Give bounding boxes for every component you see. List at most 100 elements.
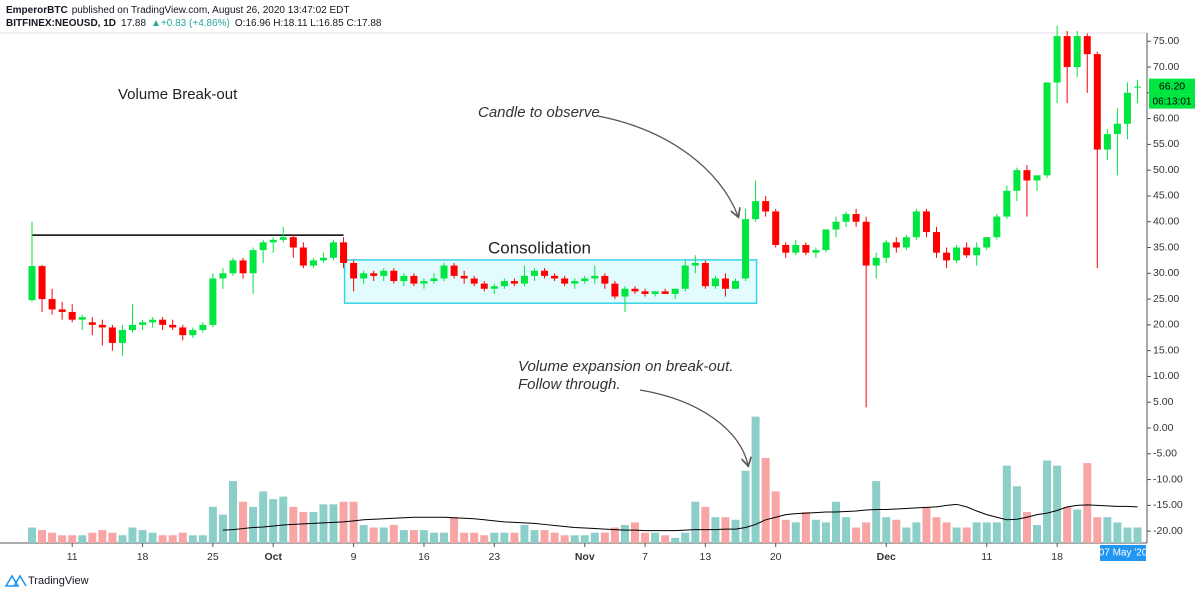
candle-body xyxy=(993,216,1001,238)
annotation: Consolidation xyxy=(488,238,591,257)
candle-body xyxy=(621,288,629,297)
volume-bar xyxy=(1022,512,1031,543)
y-tick-label: 5.00 xyxy=(1153,396,1174,408)
volume-bar xyxy=(560,535,569,543)
candle-body xyxy=(169,324,177,328)
volume-bar xyxy=(520,524,529,543)
volume-bar xyxy=(741,470,750,543)
y-tick-label: 30.00 xyxy=(1153,267,1179,279)
volume-bar xyxy=(1033,524,1041,543)
volume-bar xyxy=(972,522,981,543)
candle-body xyxy=(1023,170,1031,181)
y-tick-label: -5.00 xyxy=(1153,448,1177,460)
volume-bar xyxy=(339,501,348,543)
volume-bar xyxy=(309,512,318,543)
candle-body xyxy=(892,242,900,248)
volume-bar xyxy=(88,532,97,543)
y-tick-label: 10.00 xyxy=(1153,370,1179,382)
candle-body xyxy=(1063,36,1071,68)
candle-body xyxy=(1073,36,1081,68)
candle-body xyxy=(1043,82,1051,176)
volume-bar xyxy=(992,522,1001,543)
candle-body xyxy=(551,275,559,279)
volume-bar xyxy=(882,517,891,543)
candle-body xyxy=(872,257,880,266)
arrow xyxy=(597,115,738,216)
candle-body xyxy=(782,244,790,253)
x-tick-label: 7 xyxy=(642,551,648,563)
volume-bar xyxy=(108,532,117,543)
volume-bar xyxy=(208,506,217,543)
volume-bar xyxy=(651,532,660,543)
volume-bar xyxy=(852,527,861,543)
price-tag-label: 66.20 xyxy=(1159,80,1185,92)
volume-bar xyxy=(610,527,619,543)
annotation: Candle to observe xyxy=(478,104,600,121)
volume-bar xyxy=(68,535,77,543)
volume-bar xyxy=(128,527,137,543)
y-tick-label: 55.00 xyxy=(1153,138,1179,150)
volume-bar xyxy=(470,532,479,543)
candle-body xyxy=(661,291,669,294)
candle-body xyxy=(571,281,579,284)
countdown-box xyxy=(1149,94,1195,109)
volume-bar xyxy=(952,527,961,543)
volume-bar xyxy=(681,532,690,543)
candle-body xyxy=(1053,36,1061,83)
candle-body xyxy=(118,330,126,343)
y-tick-label: 70.00 xyxy=(1153,61,1179,73)
candle-body xyxy=(460,275,468,279)
volume-bar xyxy=(450,517,459,543)
volume-bar xyxy=(811,519,820,543)
candle-body xyxy=(752,201,760,220)
candle-body xyxy=(470,278,478,284)
volume-bar xyxy=(821,522,830,543)
annotation: Follow through. xyxy=(518,376,621,393)
volume-bar xyxy=(379,527,388,543)
candle-body xyxy=(842,214,850,222)
candle-body xyxy=(229,260,237,274)
candle-body xyxy=(299,247,307,266)
volume-bar xyxy=(942,522,951,543)
volume-bar xyxy=(389,524,398,543)
y-tick-label: 40.00 xyxy=(1153,216,1179,228)
candle-body xyxy=(500,281,508,287)
candle-body xyxy=(239,260,247,274)
candle-body xyxy=(631,288,639,292)
candle-body xyxy=(199,324,207,331)
volume-bar xyxy=(962,527,971,543)
volume-bar xyxy=(600,532,609,543)
x-tick-label: 18 xyxy=(1051,551,1063,563)
candle-body xyxy=(108,327,116,343)
annotation: Volume expansion on break-out. xyxy=(518,358,733,375)
volume-bar xyxy=(751,416,760,543)
volume-bar xyxy=(631,522,639,543)
volume-bar xyxy=(620,524,629,543)
candle-body xyxy=(762,201,770,212)
candle-body xyxy=(139,322,147,325)
x-tick-label: 16 xyxy=(418,551,430,563)
candle-body xyxy=(531,270,538,276)
volume-bar xyxy=(58,535,67,543)
volume-bar xyxy=(460,532,469,543)
volume-bar xyxy=(188,535,197,543)
y-tick-label: 0.00 xyxy=(1153,422,1174,434)
candle-body xyxy=(581,278,589,282)
candle-body xyxy=(802,244,810,253)
candle-body xyxy=(591,275,599,279)
candle-body xyxy=(480,283,488,289)
x-tick-label: 20 xyxy=(770,551,782,563)
candle-body xyxy=(149,319,157,323)
volume-bar xyxy=(862,522,871,543)
volume-bar xyxy=(490,532,499,543)
volume-bar xyxy=(711,517,720,543)
volume-bar xyxy=(409,530,418,543)
volume-bar xyxy=(118,535,127,543)
candle-body xyxy=(450,265,458,276)
volume-bar xyxy=(842,517,851,543)
candle-body xyxy=(852,214,860,222)
volume-bar xyxy=(28,527,36,543)
volume-bar xyxy=(902,527,911,543)
candle-body xyxy=(792,244,800,253)
volume-bar xyxy=(158,535,167,543)
